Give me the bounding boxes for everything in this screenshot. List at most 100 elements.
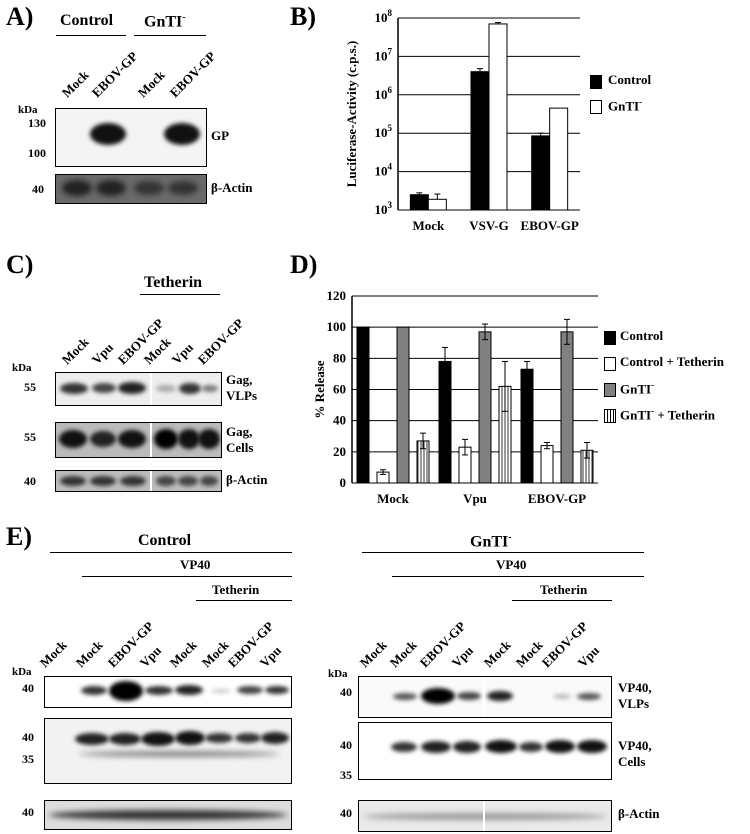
blot-band <box>545 740 575 753</box>
e-gnti-line <box>362 552 644 553</box>
lane-label: Mock <box>36 637 70 671</box>
y-tick-label: 120 <box>327 288 347 303</box>
lane-label: Mock <box>58 334 92 368</box>
y-tick-label: 103 <box>375 200 393 217</box>
x-tick-label: EBOV-GP <box>528 491 586 506</box>
y-tick-label: 104 <box>375 162 393 179</box>
x-tick-label: Vpu <box>463 491 487 506</box>
legend-item: Control <box>620 328 664 343</box>
blot-band <box>237 686 263 694</box>
lane-label: Vpu <box>256 642 285 671</box>
blot-band <box>235 733 261 743</box>
blot-band <box>421 741 451 753</box>
mw-marker: 40 <box>22 681 34 695</box>
gag-vlp-label: Gag, VLPs <box>226 372 258 403</box>
blot-band <box>90 123 126 145</box>
e-control-line <box>50 552 292 553</box>
e-vp40-line <box>82 576 292 577</box>
mw-marker: 40 <box>22 805 34 819</box>
mw-marker: 40 <box>24 474 36 488</box>
lane-label: Mock <box>72 637 106 671</box>
e-vp40-label-right: VP40 <box>496 557 527 572</box>
blot-band <box>202 385 218 392</box>
bar <box>470 71 490 211</box>
blot-band <box>453 741 481 753</box>
e-tetherin-line <box>196 600 292 601</box>
kda-label: kDa <box>328 668 348 680</box>
blot-band <box>421 688 455 704</box>
lane-label: Mock <box>134 67 168 101</box>
y-axis-label: Luciferase-Activity (c.p.s.) <box>344 41 359 188</box>
panel-b-label: B) <box>290 2 316 31</box>
gp-row-label: GP <box>211 128 230 143</box>
vp40-vlp-blot-gnti <box>358 676 612 718</box>
e-tetherin-label-right: Tetherin <box>540 582 588 597</box>
mw-marker: 40 <box>340 738 352 752</box>
kda-label: kDa <box>18 104 38 116</box>
vp40-cells-blot-control <box>44 718 292 784</box>
lane-label: Mock <box>480 637 514 671</box>
blot-band <box>178 476 198 486</box>
lane-label: EBOV-GP <box>88 48 141 101</box>
blot-band <box>577 740 607 753</box>
mw-marker: 40 <box>340 806 352 820</box>
gag-cells-blot <box>55 422 222 458</box>
legend-item: GnTI- <box>620 380 655 397</box>
blot-band <box>553 694 571 699</box>
actin-blot-c <box>55 470 222 492</box>
gag-cells-label: Gag, Cells <box>226 424 254 455</box>
gp-blot <box>55 108 207 167</box>
y-axis-label: % Release <box>312 360 327 418</box>
blot-band <box>109 733 141 745</box>
legend-swatch <box>604 383 616 397</box>
e-vp40-label: VP40 <box>180 557 211 572</box>
legend-swatch <box>604 331 616 345</box>
x-tick-label: VSV-G <box>469 218 508 233</box>
blot-band <box>62 180 92 196</box>
kda-label: kDa <box>12 362 32 374</box>
bar <box>531 135 551 211</box>
group-gnti-line <box>134 35 206 36</box>
actin-blot-a <box>55 174 207 204</box>
vp40-cells-blot-gnti <box>358 722 612 780</box>
bar <box>540 445 554 484</box>
lane-label: Mock <box>386 637 420 671</box>
blot-band <box>393 693 417 700</box>
blot-band <box>156 385 176 392</box>
chart-d: 0 20 40 60 80 100 120 % Release Mock Vpu EBOV-GP <box>312 288 598 506</box>
mw-marker: 40 <box>340 685 352 699</box>
bar <box>356 326 370 484</box>
blot-band <box>141 732 175 746</box>
blot-band <box>211 689 231 693</box>
blot-band <box>168 181 198 195</box>
mw-marker: 55 <box>24 430 36 444</box>
tetherin-line <box>140 294 220 295</box>
bar <box>438 360 452 484</box>
actin-e-label: β-Actin <box>618 806 660 821</box>
mw-marker: 40 <box>32 182 44 196</box>
x-tick-label: Mock <box>412 218 445 233</box>
x-tick-label: EBOV-GP <box>521 218 579 233</box>
blot-band <box>49 810 287 820</box>
mw-marker: 35 <box>340 768 352 782</box>
e-tetherin-line-right <box>512 600 612 601</box>
e-vp40-line-right <box>392 576 644 577</box>
mw-marker: 35 <box>22 752 34 766</box>
blot-band <box>175 685 203 695</box>
blot-band <box>265 686 289 694</box>
blot-band <box>145 686 173 695</box>
mw-marker: 130 <box>28 116 46 130</box>
y-tick-label: 60 <box>333 382 346 397</box>
blot-band <box>577 693 601 700</box>
blot-band <box>79 751 279 757</box>
y-tick-label: 20 <box>333 444 346 459</box>
blot-band <box>90 431 116 447</box>
vp40-vlp-blot-control <box>44 676 292 708</box>
bar <box>427 198 447 211</box>
blot-band <box>457 692 481 700</box>
group-control-label: Control <box>60 12 114 29</box>
actin-blot-gnti <box>358 800 612 832</box>
panel-c-label: C) <box>6 250 34 279</box>
legend-swatch-gnti <box>590 100 602 114</box>
mw-marker: 100 <box>28 146 46 160</box>
